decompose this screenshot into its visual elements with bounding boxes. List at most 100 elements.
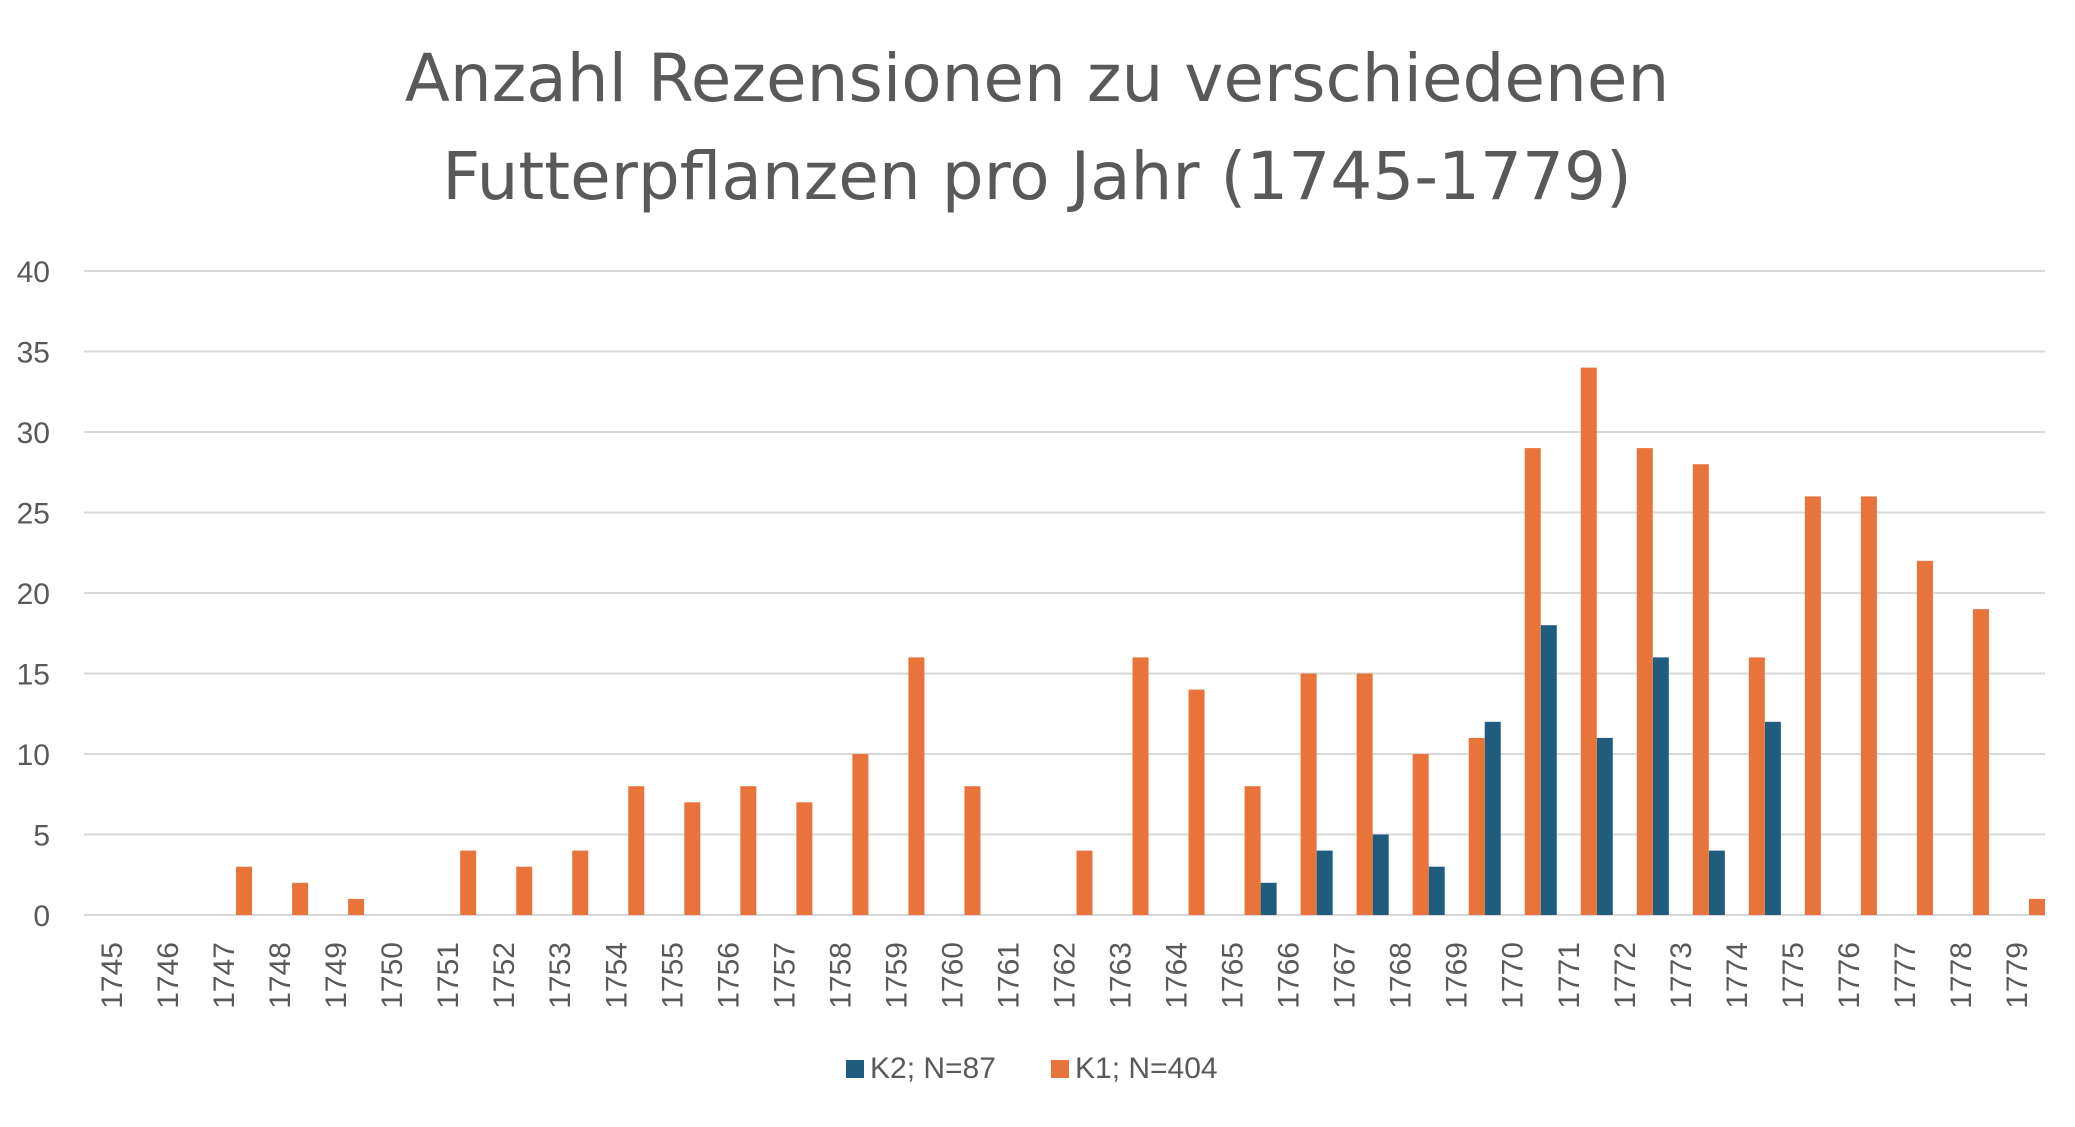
bar — [852, 754, 869, 915]
x-tick-label: 1771 — [1553, 942, 1586, 1009]
x-tick-label: 1761 — [992, 942, 1025, 1009]
x-tick-label: 1774 — [1721, 942, 1754, 1009]
bar — [2028, 898, 2045, 915]
x-tick-label: 1767 — [1329, 942, 1362, 1009]
bar — [740, 786, 757, 915]
x-tick-label: 1753 — [544, 942, 577, 1009]
x-tick-label: 1756 — [712, 942, 745, 1009]
x-tick-label: 1752 — [488, 942, 521, 1009]
series-k1 — [236, 367, 2045, 916]
bar — [1428, 866, 1445, 915]
x-tick-label: 1762 — [1049, 942, 1082, 1009]
chart-title: Anzahl Rezensionen zu verschiedenen Futt… — [405, 40, 1670, 215]
bars — [236, 367, 2045, 916]
bar — [1692, 464, 1709, 915]
y-tick-label: 25 — [17, 498, 50, 531]
bar — [1524, 448, 1541, 915]
y-tick-label: 15 — [17, 659, 50, 692]
bar — [1316, 850, 1333, 915]
x-tick-label: 1758 — [824, 942, 857, 1009]
x-tick-label: 1745 — [96, 942, 129, 1009]
x-tick-label: 1755 — [656, 942, 689, 1009]
bar — [1540, 625, 1557, 915]
bar — [1596, 737, 1613, 915]
bar — [516, 866, 533, 915]
bar — [1580, 367, 1597, 916]
y-tick-label: 20 — [17, 578, 50, 611]
legend-item-k1: K1; N=404 — [1051, 1052, 1218, 1085]
bar — [1468, 737, 1485, 915]
bar — [348, 898, 365, 915]
bar — [684, 802, 701, 915]
bar — [1300, 673, 1317, 915]
bar — [1372, 834, 1389, 915]
x-tick-label: 1775 — [1777, 942, 1810, 1009]
x-tick-label: 1747 — [208, 942, 241, 1009]
bar — [1860, 496, 1877, 915]
x-tick-label: 1760 — [936, 942, 969, 1009]
x-tick-label: 1750 — [376, 942, 409, 1009]
bar — [1972, 609, 1989, 915]
bar — [908, 657, 925, 915]
bar — [1636, 448, 1653, 915]
legend-label: K2; N=87 — [870, 1052, 996, 1085]
y-tick-label: 5 — [33, 820, 50, 853]
x-tick-label: 1751 — [432, 942, 465, 1009]
x-tick-label: 1768 — [1385, 942, 1418, 1009]
series-k2 — [1260, 625, 1781, 915]
x-tick-label: 1772 — [1609, 942, 1642, 1009]
bar — [1260, 882, 1277, 915]
legend-swatch — [1051, 1060, 1069, 1078]
bar — [1076, 850, 1093, 915]
x-tick-label: 1770 — [1497, 942, 1530, 1009]
bar — [292, 882, 309, 915]
bar — [1356, 673, 1373, 915]
bar — [1748, 657, 1765, 915]
x-tick-label: 1777 — [1889, 942, 1922, 1009]
x-tick-label: 1766 — [1273, 942, 1306, 1009]
bar — [1188, 689, 1205, 915]
bar — [572, 850, 589, 915]
y-tick-label: 0 — [33, 900, 50, 933]
y-tick-label: 30 — [17, 417, 50, 450]
bar — [1484, 721, 1501, 915]
legend-item-k2: K2; N=87 — [846, 1052, 996, 1085]
bar — [1652, 657, 1669, 915]
x-tick-label: 1769 — [1441, 942, 1474, 1009]
bar — [1764, 721, 1781, 915]
bar — [1804, 496, 1821, 915]
x-tick-label: 1763 — [1105, 942, 1138, 1009]
x-tick-label: 1759 — [880, 942, 913, 1009]
bar — [796, 802, 813, 915]
y-tick-label: 35 — [17, 337, 50, 370]
x-tick-label: 1776 — [1833, 942, 1866, 1009]
y-axis: 0 5 10 15 20 25 30 35 40 — [17, 256, 50, 933]
bar — [1412, 754, 1429, 915]
bar — [628, 786, 645, 915]
bar — [236, 866, 253, 915]
x-tick-label: 1748 — [264, 942, 297, 1009]
gridlines — [84, 270, 2045, 916]
y-tick-label: 10 — [17, 739, 50, 772]
x-tick-label: 1773 — [1665, 942, 1698, 1009]
bar — [460, 850, 477, 915]
bar — [1916, 560, 1933, 915]
bar — [1244, 786, 1261, 915]
legend-label: K1; N=404 — [1075, 1052, 1218, 1085]
x-tick-label: 1746 — [152, 942, 185, 1009]
chart-title-line-2: Futterpflanzen pro Jahr (1745-1779) — [442, 138, 1632, 215]
bar — [964, 786, 981, 915]
x-tick-label: 1765 — [1217, 942, 1250, 1009]
legend-swatch — [846, 1060, 864, 1078]
bar — [1132, 657, 1149, 915]
chart-title-line-1: Anzahl Rezensionen zu verschiedenen — [405, 40, 1670, 117]
x-axis: 1745 1746 1747 1748 1749 1750 1751 1752 1753 1754… — [96, 942, 2034, 1009]
x-tick-label: 1757 — [768, 942, 801, 1009]
x-tick-label: 1749 — [320, 942, 353, 1009]
x-tick-label: 1779 — [2001, 942, 2034, 1009]
legend: K2; N=87 K1; N=404 — [846, 1052, 1218, 1085]
y-tick-label: 40 — [17, 256, 50, 289]
bar — [1708, 850, 1725, 915]
